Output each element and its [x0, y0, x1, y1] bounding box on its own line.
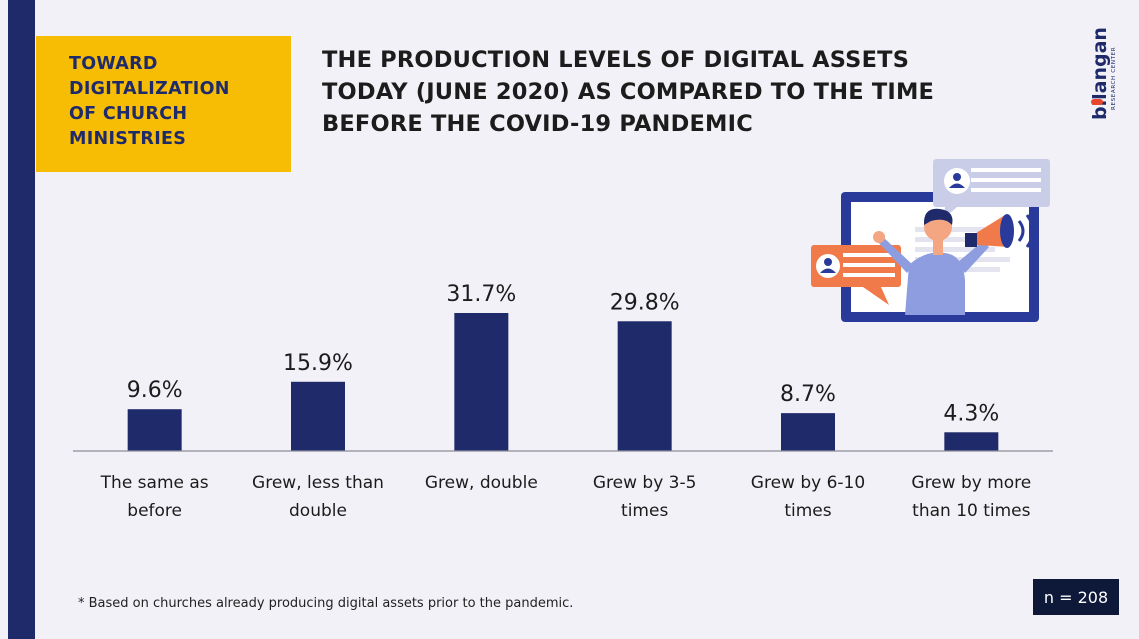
footnote: * Based on churches already producing di… — [78, 596, 574, 611]
logo-tagline: RESEARCH CENTER — [1111, 47, 1117, 110]
left-accent-bar — [8, 0, 35, 639]
chart-title: THE PRODUCTION LEVELS OF DIGITAL ASSETS … — [322, 47, 935, 137]
section-label: TOWARD DIGITALIZATION OF CHURCH MINISTRI… — [69, 54, 230, 149]
section-label-box — [36, 36, 291, 172]
bilangan-logo: bilangan RESEARCH CENTER — [1089, 28, 1117, 120]
logo-wordmark: bilangan — [1089, 28, 1111, 120]
sample-size-badge: n = 208 — [1033, 579, 1119, 615]
logo-accent-icon — [1091, 99, 1103, 105]
megaphone-illustration-icon — [811, 159, 1050, 322]
